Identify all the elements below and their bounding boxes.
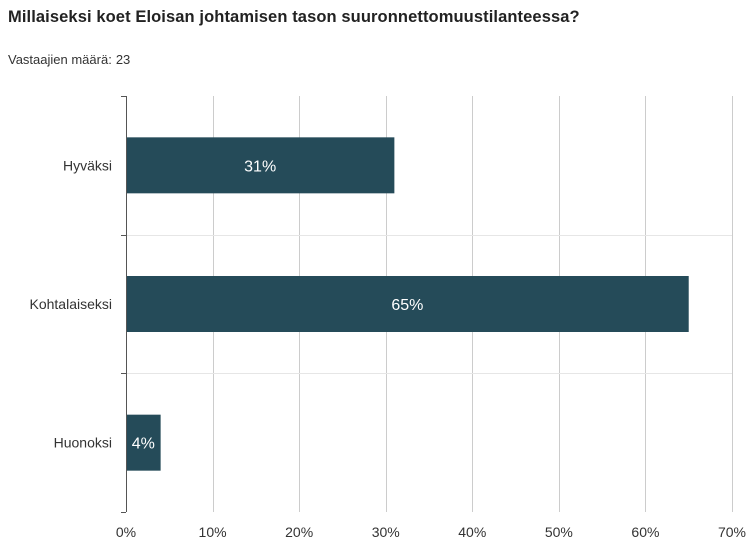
y-category-label: Huonoksi bbox=[54, 435, 112, 451]
bar bbox=[127, 276, 689, 332]
x-tick-label: 60% bbox=[631, 524, 659, 539]
x-tick-label: 0% bbox=[116, 524, 136, 539]
bars bbox=[127, 137, 689, 471]
labels: 0% 10% 20% 30% 40% 50% 60% 70% Hyväksi 31% Kohtala… bbox=[30, 157, 747, 539]
x-tick-label: 20% bbox=[285, 524, 313, 539]
x-tick-label: 30% bbox=[372, 524, 400, 539]
x-tick-label: 10% bbox=[199, 524, 227, 539]
data-label: 31% bbox=[244, 158, 276, 175]
chart-title: Millaiseksi koet Eloisan johtamisen taso… bbox=[8, 8, 580, 26]
bar bbox=[127, 137, 395, 194]
x-tick-label: 70% bbox=[718, 524, 746, 539]
bar bbox=[127, 414, 161, 471]
respondent-count-value: 23 bbox=[115, 52, 131, 67]
data-label: 4% bbox=[132, 436, 155, 453]
respondent-count-label: Vastaajien määrä: bbox=[8, 52, 112, 67]
y-category-label: Hyväksi bbox=[63, 157, 112, 173]
respondent-count-line: Vastaajien määrä: 23 bbox=[8, 52, 130, 67]
data-label: 65% bbox=[391, 297, 423, 314]
axes bbox=[121, 96, 127, 513]
y-category-label: Kohtalaiseksi bbox=[30, 296, 113, 312]
x-tick-label: 50% bbox=[545, 524, 573, 539]
x-tick-label: 40% bbox=[458, 524, 486, 539]
